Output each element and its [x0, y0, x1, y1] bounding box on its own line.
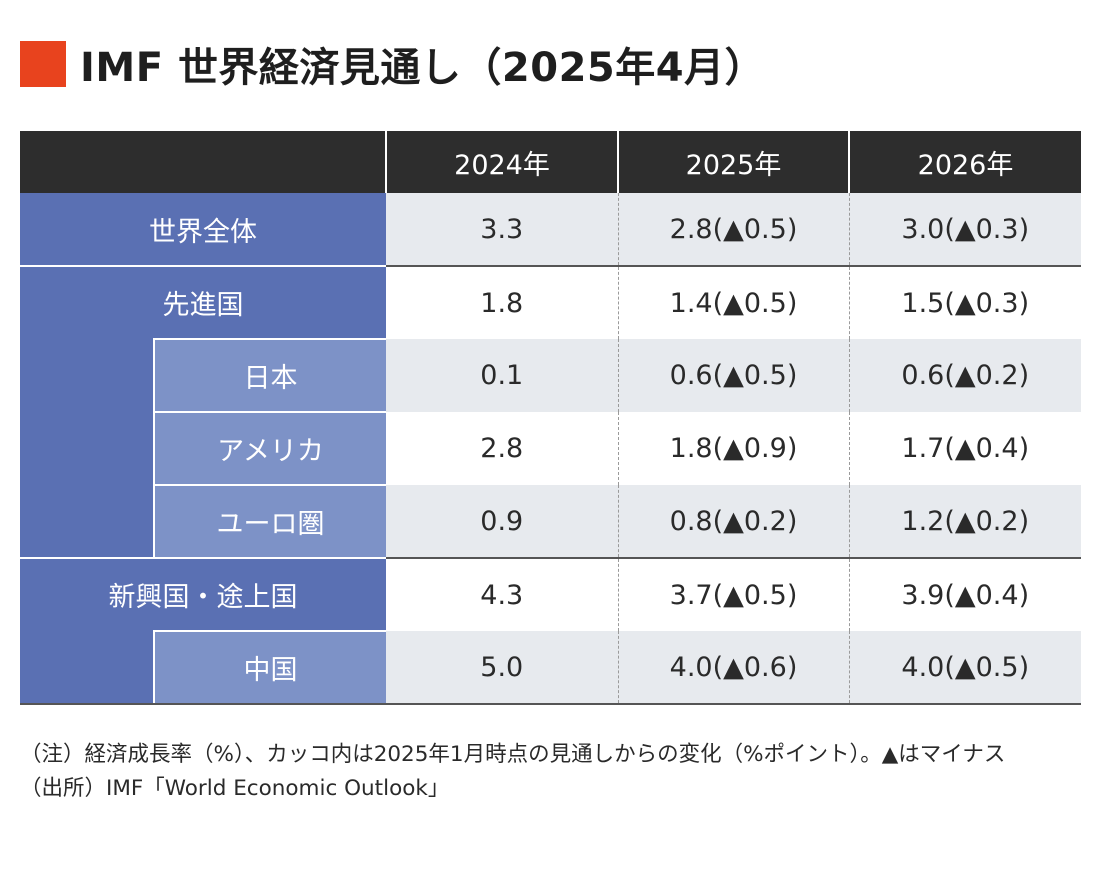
row-label-advanced: 先進国 [20, 265, 386, 339]
source-prefix: （出所） [20, 776, 107, 801]
row-label-euro: ユーロ圏 [153, 484, 386, 558]
table-cell: 3.7(▲0.5) [617, 557, 849, 631]
column-header: 2024年 [385, 131, 618, 193]
table-cell: 1.7(▲0.4) [848, 412, 1081, 485]
row-label-usa: アメリカ [153, 411, 386, 485]
table-cell: 1.2(▲0.2) [848, 485, 1081, 558]
source-line: （出所） IMF「World Economic Outlook」 [20, 772, 1090, 806]
table-row-emerging: 新興国・途上国 4.3 3.7(▲0.5) 3.9(▲0.4) [20, 557, 1081, 631]
table-cell: 0.9 [386, 485, 618, 558]
table-cell: 1.5(▲0.3) [848, 265, 1081, 339]
table-cell: 0.8(▲0.2) [617, 485, 849, 558]
table-cell: 5.0 [386, 631, 618, 705]
table-row-china: 中国 5.0 4.0(▲0.6) 4.0(▲0.5) [20, 630, 1081, 705]
table-cell: 2.8 [480, 433, 524, 464]
table-cell: 0.1 [386, 339, 618, 412]
row-label-japan: 日本 [153, 338, 386, 412]
table-cell: 0.6(▲0.2) [848, 339, 1081, 412]
title-block: IMF 世界経済見通し（2025年4月） [20, 38, 766, 91]
growth-forecast-table: 2024年 2025年 2026年 世界全体 3.3 2.8(▲0.5) 3.0… [20, 131, 1081, 705]
note-line: （注） 経済成長率（%）、カッコ内は2025年1月時点の見通しからの変化（%ポイ… [20, 738, 1090, 772]
table-cell: 4.0(▲0.5) [848, 631, 1081, 705]
table-cell: 3.9(▲0.4) [848, 557, 1081, 631]
table-cell: 3.3 [386, 193, 618, 266]
table-row-advanced: 先進国 1.8 1.4(▲0.5) 1.5(▲0.3) [20, 265, 1081, 339]
table-row-usa: アメリカ 2.8 1.8(▲0.9) 1.7(▲0.4) [20, 411, 1081, 485]
table-cell: 1.8(▲0.9) [617, 412, 849, 485]
header-corner [20, 131, 386, 193]
table-row-euro: ユーロ圏 0.9 0.8(▲0.2) 1.2(▲0.2) [20, 484, 1081, 558]
table-cell: 1.4(▲0.5) [617, 265, 849, 339]
table-cell: 2.8(▲0.5) [617, 193, 849, 266]
table-cell: 4.0(▲0.6) [617, 631, 849, 705]
row-label-world: 世界全体 [20, 193, 386, 266]
group-indent-emerging [20, 631, 154, 705]
row-label-emerging: 新興国・途上国 [20, 557, 386, 631]
table-cell: 4.3 [386, 557, 618, 631]
table-row-world: 世界全体 3.3 2.8(▲0.5) 3.0(▲0.3) [20, 193, 1081, 266]
column-header: 2026年 [848, 131, 1081, 193]
table-cell: 3.0(▲0.3) [848, 193, 1081, 266]
title-marker-square [20, 41, 66, 87]
table-row-japan: 日本 0.1 0.6(▲0.5) 0.6(▲0.2) [20, 338, 1081, 558]
table-cell: 1.8 [386, 265, 618, 339]
note-text: 経済成長率（%）、カッコ内は2025年1月時点の見通しからの変化（%ポイント）。… [84, 742, 1006, 767]
note-prefix: （注） [20, 742, 85, 767]
column-header: 2025年 [617, 131, 849, 193]
page-title: IMF 世界経済見通し（2025年4月） [80, 45, 766, 91]
source-text: IMF「World Economic Outlook」 [106, 776, 450, 801]
group-indent-advanced [20, 339, 154, 558]
table-header-row: 2024年 2025年 2026年 [20, 131, 1081, 193]
table-cell: 0.6(▲0.5) [617, 339, 849, 412]
row-label-china: 中国 [153, 630, 386, 705]
footnotes: （注） 経済成長率（%）、カッコ内は2025年1月時点の見通しからの変化（%ポイ… [20, 738, 1090, 806]
